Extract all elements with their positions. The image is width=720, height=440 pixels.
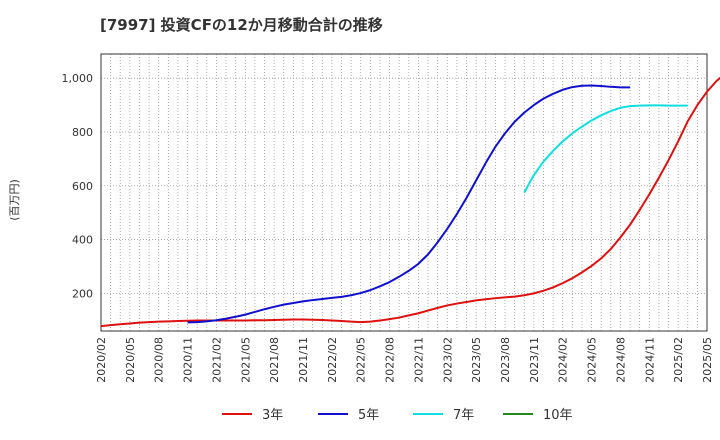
chart-title: [7997] 投資CFの12か月移動合計の推移	[100, 16, 383, 34]
x-tick-label: 2022/05	[355, 337, 368, 383]
plot-area: 200 400 600 800 1,000 2020/02 2020/05 2020/08 20…	[62, 53, 720, 383]
y-tick-label: 400	[72, 234, 93, 247]
y-tick-label: 1,000	[62, 72, 94, 85]
x-tick-label: 2024/11	[643, 337, 656, 383]
x-tick-label: 2022/08	[384, 337, 397, 383]
x-tick-label: 2025/05	[701, 337, 714, 383]
series-line-1	[187, 84, 631, 324]
x-tick-label: 2021/02	[210, 337, 223, 383]
x-tick-label: 2020/08	[153, 337, 166, 383]
x-tick-label: 2021/11	[297, 337, 310, 383]
legend-label-2: 7年	[453, 408, 474, 423]
legend-label-0: 3年	[262, 408, 283, 423]
y-tick-label: 800	[72, 126, 93, 139]
y-tick-label: 200	[72, 287, 93, 300]
x-tick-label: 2020/02	[95, 337, 108, 383]
legend: 3年 5年 7年 10年	[222, 408, 573, 423]
series-line-2	[523, 104, 688, 193]
x-tick-label: 2022/02	[326, 337, 339, 383]
y-axis-label: (百万円)	[8, 179, 21, 221]
x-tick-label: 2023/11	[528, 337, 541, 383]
x-tick-label: 2023/05	[470, 337, 483, 383]
x-tick-label: 2021/05	[239, 337, 252, 383]
plot-frame	[100, 53, 708, 332]
plot-background	[101, 54, 707, 331]
x-tick-label: 2023/08	[499, 337, 512, 383]
x-tick-label: 2024/05	[586, 337, 599, 383]
x-tick-label: 2024/08	[614, 337, 627, 383]
x-tick-label: 2021/08	[268, 337, 281, 383]
series-line-0	[100, 76, 720, 328]
x-tick-label: 2025/02	[672, 337, 685, 383]
legend-label-3: 10年	[543, 408, 573, 423]
y-tick-label: 600	[72, 180, 93, 193]
x-tick-label: 2022/11	[412, 337, 425, 383]
x-tick-label: 2020/11	[182, 337, 195, 383]
x-tick-label: 2020/05	[124, 337, 137, 383]
x-tick-label: 2024/02	[557, 337, 570, 383]
legend-label-1: 5年	[358, 408, 379, 423]
x-tick-label: 2023/02	[441, 337, 454, 383]
